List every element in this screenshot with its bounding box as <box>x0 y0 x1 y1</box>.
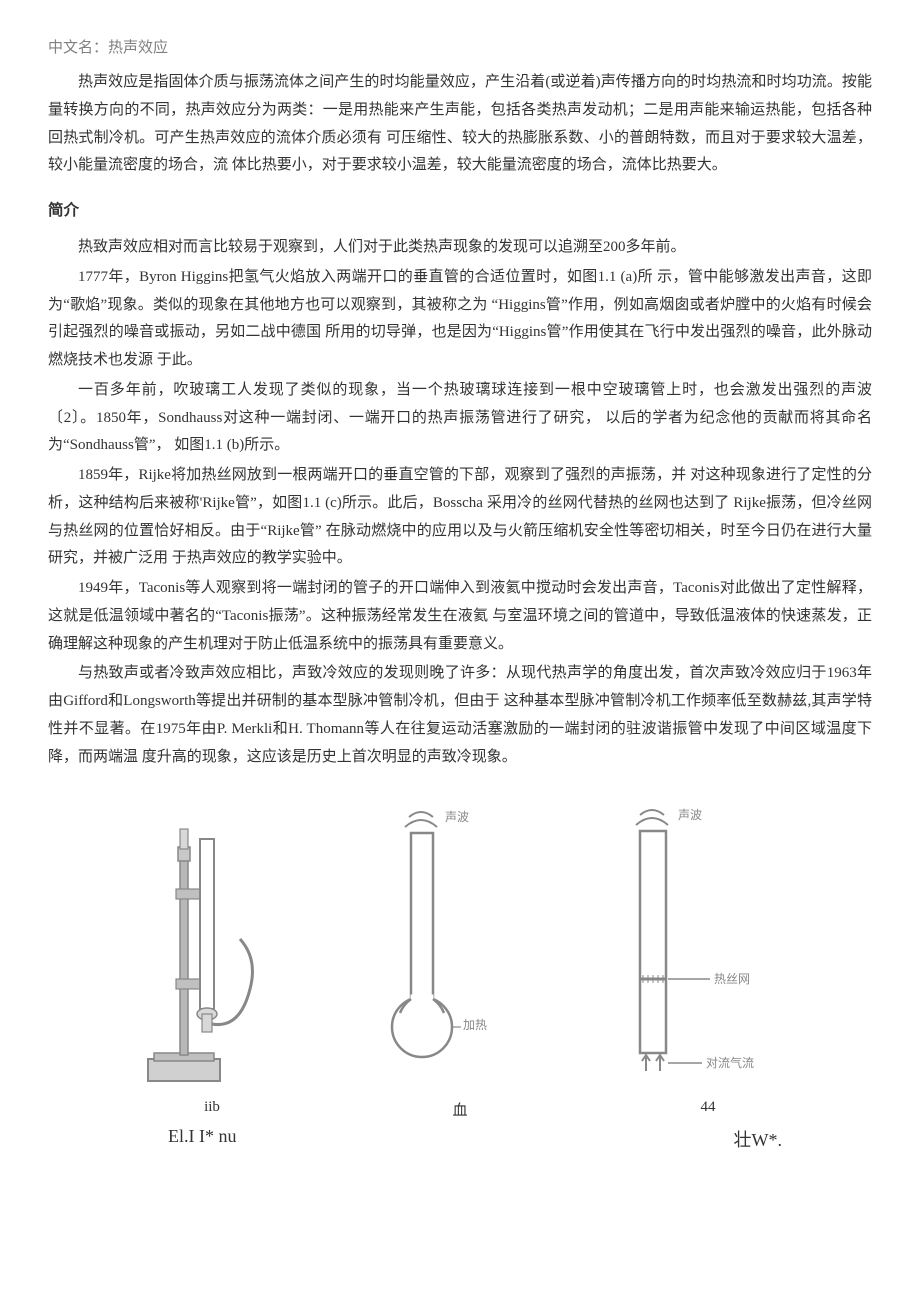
label-sound-wave-c: 声波 <box>678 808 702 822</box>
figure-b-sondhauss: 声波 加热 <box>345 799 525 1089</box>
caption-b: 血 <box>337 1099 583 1120</box>
paragraph-5: 1949年，Taconis等人观察到将一端封闭的管子的开口端伸入到液氦中搅动时会… <box>48 575 872 658</box>
caption-a: iib <box>89 1099 335 1120</box>
label-sound-wave-b: 声波 <box>445 810 469 824</box>
caption-line2-right: 壮W*. <box>475 1126 782 1152</box>
paragraph-6: 与热致声或者冷致声效应相比，声致冷效应的发现则晚了许多：从现代热声学的角度出发，… <box>48 660 872 771</box>
sondhauss-tube-svg: 声波 加热 <box>345 799 525 1089</box>
rijke-tube-svg: 声波 热丝网 对流气流 <box>590 799 800 1089</box>
figure-caption-row-2: El.I I* nu 壮W*. <box>48 1126 872 1152</box>
caption-c: 44 <box>585 1099 831 1120</box>
figure-caption-row-1: iib 血 44 <box>48 1099 872 1120</box>
section-heading-intro: 简介 <box>48 198 872 220</box>
figure-c-rijke: 声波 热丝网 对流气流 <box>590 799 800 1089</box>
intro-paragraph: 热声效应是指固体介质与振荡流体之间产生的时均能量效应，产生沿着(或逆着)声传播方… <box>48 69 872 180</box>
label-heat: 加热 <box>463 1018 487 1032</box>
paragraph-2: 1777年，Byron Higgins把氢气火焰放入两端开口的垂直管的合适位置时… <box>48 264 872 375</box>
label-wire-mesh: 热丝网 <box>714 972 750 986</box>
figure-1-1: 声波 加热 声波 <box>48 799 872 1089</box>
figure-a-higgins <box>120 799 280 1089</box>
caption-line2-left: El.I I* nu <box>168 1126 475 1152</box>
higgins-tube-svg <box>120 799 280 1089</box>
label-airflow: 对流气流 <box>706 1055 754 1070</box>
title-chinese-name: 中文名：热声效应 <box>48 36 872 57</box>
paragraph-4: 1859年，Rijke将加热丝网放到一根两端开口的垂直空管的下部，观察到了强烈的… <box>48 462 872 573</box>
paragraph-1: 热致声效应相对而言比较易于观察到，人们对于此类热声现象的发现可以追溯至200多年… <box>48 234 872 262</box>
paragraph-3: 一百多年前，吹玻璃工人发现了类似的现象，当一个热玻璃球连接到一根中空玻璃管上时，… <box>48 377 872 460</box>
